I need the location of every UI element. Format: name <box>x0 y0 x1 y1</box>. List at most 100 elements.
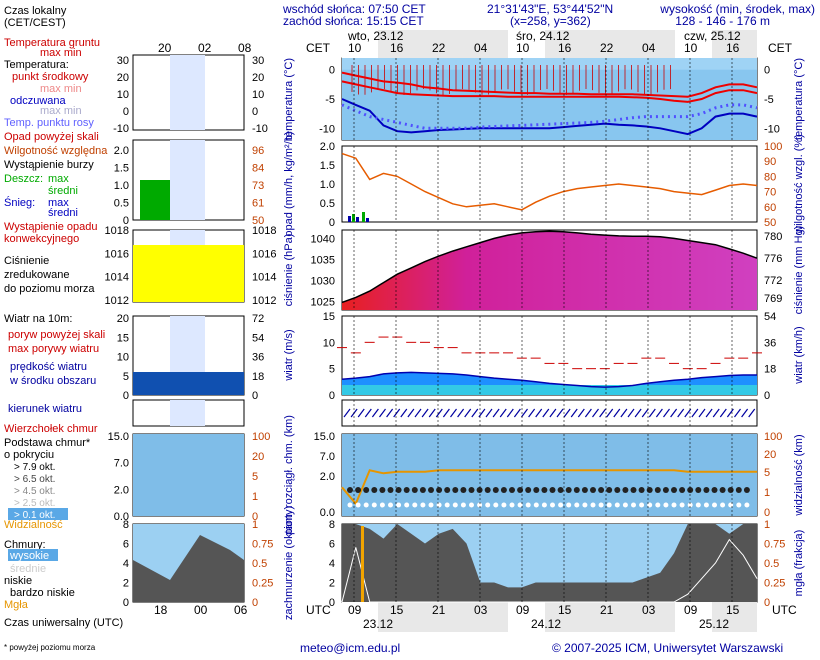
wind-arrow-32 <box>570 408 578 418</box>
cover-ytick-l-3: 2 <box>329 578 335 590</box>
legend-okt-0: > 7.9 okt. <box>14 462 55 473</box>
cloud-low-dot-43 <box>695 502 701 508</box>
legend-wind-tick-r-3: 18 <box>252 371 264 383</box>
cloud-base-dot-6 <box>395 487 402 493</box>
wind-ytick-l-1: 10 <box>323 337 335 349</box>
axis-press-r: ciśnienie (mm Hg) <box>793 226 805 315</box>
elevation-label: wysokość (min, środek, max) <box>659 2 815 16</box>
cloud-base-dot-25 <box>549 487 556 493</box>
legend-press-tick-r-2: 1014 <box>252 272 276 284</box>
wind-arrow-16 <box>457 408 465 418</box>
cloud-low-dot-2 <box>363 502 369 508</box>
cet-left: CET <box>306 41 331 55</box>
legend-cover-tick-l-3: 2 <box>123 578 129 590</box>
cover-ytick-l-0: 8 <box>329 519 335 531</box>
press-ytick-l-3: 1025 <box>311 297 335 309</box>
cover-ytick-r-1: 0.75 <box>764 539 785 551</box>
legend-high: wysokie <box>9 550 49 562</box>
legend-label-34: Chmury: <box>4 539 46 551</box>
cet-right: CET <box>768 41 793 55</box>
wind-arrow-0 <box>343 408 351 418</box>
cloud-low-dot-1 <box>355 502 361 508</box>
pressure-area <box>342 231 757 310</box>
cloud-base-dot-24 <box>541 487 548 493</box>
cloud-low-dot-32 <box>606 502 612 508</box>
cloud-base-dot-27 <box>565 487 572 493</box>
legend-cover-tick-r-3: 0.25 <box>252 578 273 590</box>
legend-cover-tick-r-1: 0.75 <box>252 539 273 551</box>
cloud-low-dot-3 <box>371 502 377 508</box>
cloud-ytick-l-0: 15.0 <box>314 431 335 443</box>
wind-arrow-46 <box>670 408 678 418</box>
sunrise-text: wschód słońca: 07:50 CET <box>282 2 426 16</box>
legend-press-tick-l-1: 1016 <box>105 248 129 260</box>
cloud-low-dot-23 <box>533 502 539 508</box>
cloud-low-dot-46 <box>720 502 726 508</box>
legend-label-29: kierunek wiatru <box>8 403 82 415</box>
wind-arrow-12 <box>428 408 436 418</box>
cloud-low-dot-31 <box>598 502 604 508</box>
wind-arrow-3 <box>364 408 372 418</box>
wind-ytick-l-0: 15 <box>323 311 335 323</box>
legend-label-9: Temp. punktu rosy <box>4 117 94 129</box>
wind-arrow-2 <box>357 408 365 418</box>
wind-arrow-35 <box>592 408 599 418</box>
cloud-low-dot-29 <box>582 502 588 508</box>
cloud-low-dot-17 <box>485 502 491 508</box>
cloud-low-dot-6 <box>396 502 402 508</box>
axis-temp-l: temperatura (°C) <box>283 58 295 140</box>
wind-arrow-23 <box>506 408 514 418</box>
legend-label-25: poryw powyżej skali <box>8 329 105 341</box>
legend-night-1 <box>170 140 205 220</box>
cloud-base-dot-35 <box>630 487 637 493</box>
wind-ytick-r-0: 54 <box>764 311 776 323</box>
legend-prec-tick-l-4: 0 <box>123 215 129 227</box>
cloud-low-dot-0 <box>347 502 353 508</box>
temp-line-mid <box>341 80 758 103</box>
temp-ytick-r-0: 0 <box>764 65 770 77</box>
axis-wind-l: wiatr (m/s) <box>283 329 295 381</box>
hour-bottom-7: 03 <box>642 603 656 617</box>
wind-arrow-54 <box>726 408 734 418</box>
legend-prec-tick-r-4: 50 <box>252 215 264 227</box>
legend-label-13: Deszcz: <box>4 173 43 185</box>
wind-arrow-56 <box>741 408 749 418</box>
cloud-low-dot-16 <box>477 502 483 508</box>
legend-label-8: max min <box>40 105 82 117</box>
day-band-bottom-1 <box>508 602 545 632</box>
legend-press-tick-l-2: 1014 <box>105 272 129 284</box>
legend-mid: średnie <box>10 563 46 575</box>
footer-email[interactable]: meteo@icm.edu.pl <box>300 641 400 655</box>
hour-top-2: 22 <box>432 41 446 55</box>
cloud-base-dot-36 <box>638 487 645 493</box>
cloud-base-dot-12 <box>444 487 451 493</box>
cloud-base-dot-34 <box>622 487 629 493</box>
cloud-low-dot-40 <box>671 502 677 508</box>
press-ytick-l-2: 1030 <box>311 276 335 288</box>
temp-ytick-l-2: -10 <box>319 123 335 135</box>
cloud-low-dot-33 <box>614 502 620 508</box>
legend-press-tick-l-0: 1018 <box>105 225 129 237</box>
legend-prec-tick-l-3: 0.5 <box>114 198 129 210</box>
wind-arrow-6 <box>386 408 394 418</box>
fog-bar <box>361 526 364 602</box>
hum-ytick-3: 70 <box>764 187 776 199</box>
wind-ytick-l-2: 5 <box>329 364 335 376</box>
legend-prec-tick-r-0: 96 <box>252 145 264 157</box>
precip-ytick-2: 1.0 <box>320 179 335 191</box>
cloud-low-dot-11 <box>436 502 442 508</box>
cloud-base-dot-8 <box>411 487 418 493</box>
press-ytick-r-0: 780 <box>764 231 782 243</box>
cloud-low-dot-14 <box>460 502 466 508</box>
cloud-low-dot-39 <box>663 502 669 508</box>
legend-label-5: punkt środkowy <box>12 71 89 83</box>
cover-ytick-r-0: 1 <box>764 519 770 531</box>
hour-bottom-9: 15 <box>726 603 740 617</box>
legend-hour-top-1: 02 <box>198 41 212 55</box>
wind-arrow-26 <box>528 408 536 418</box>
cloud-base-dot-14 <box>460 487 467 493</box>
cloud-low-dot-47 <box>728 502 734 508</box>
cloud-low-dot-22 <box>525 502 531 508</box>
precip-bar-3 <box>362 212 365 222</box>
